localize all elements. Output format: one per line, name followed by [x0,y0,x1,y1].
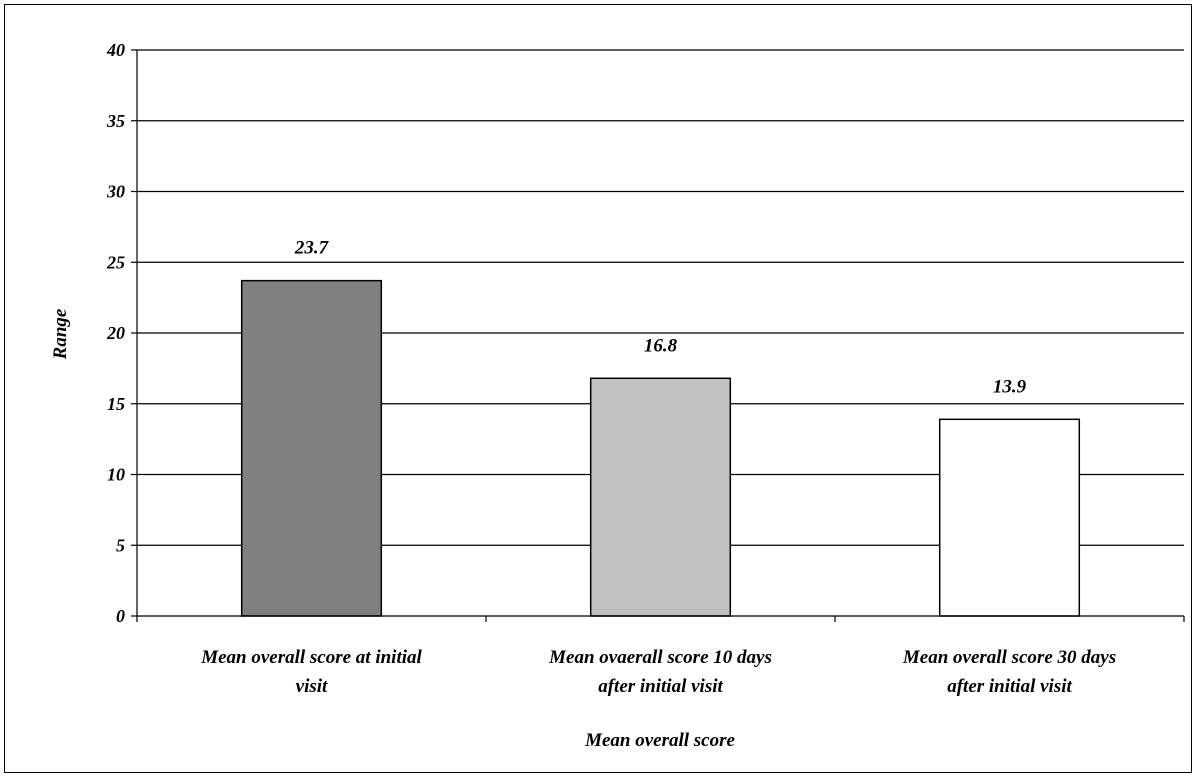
y-tick-label: 5 [116,535,125,555]
category-label: Mean overall score at initial [200,647,422,668]
y-tick-label: 0 [116,606,125,626]
y-tick-label: 10 [107,465,125,485]
x-axis-title: Mean overall score [584,730,735,751]
y-tick-label: 25 [106,252,125,272]
category-label: after initial visit [947,676,1072,697]
category-label: Mean overall score 30 days [902,647,1116,668]
y-tick-label: 40 [106,40,125,60]
bar [240,279,383,617]
y-tick-label: 35 [106,111,125,131]
data-labels: 23.7 16.8 13.9 [294,238,1027,398]
category-label: after initial visit [598,676,723,697]
category-label: Mean ovaerall score 10 days [548,647,772,668]
y-tick-label: 20 [106,323,125,343]
axes [131,49,1185,622]
bar [589,377,732,617]
y-tick-label: 15 [107,394,125,414]
data-label: 23.7 [294,238,330,259]
data-label: 16.8 [644,335,678,356]
category-labels: Mean overall score at initial visit Mean o… [200,647,1116,697]
y-tick-labels: 0 5 10 15 20 25 30 35 40 [106,40,125,626]
bar [938,418,1081,617]
data-label: 13.9 [993,376,1027,397]
y-tick-label: 30 [106,182,125,202]
y-axis-title: Range [50,308,71,360]
bars [240,279,1081,617]
category-label: visit [296,676,328,697]
